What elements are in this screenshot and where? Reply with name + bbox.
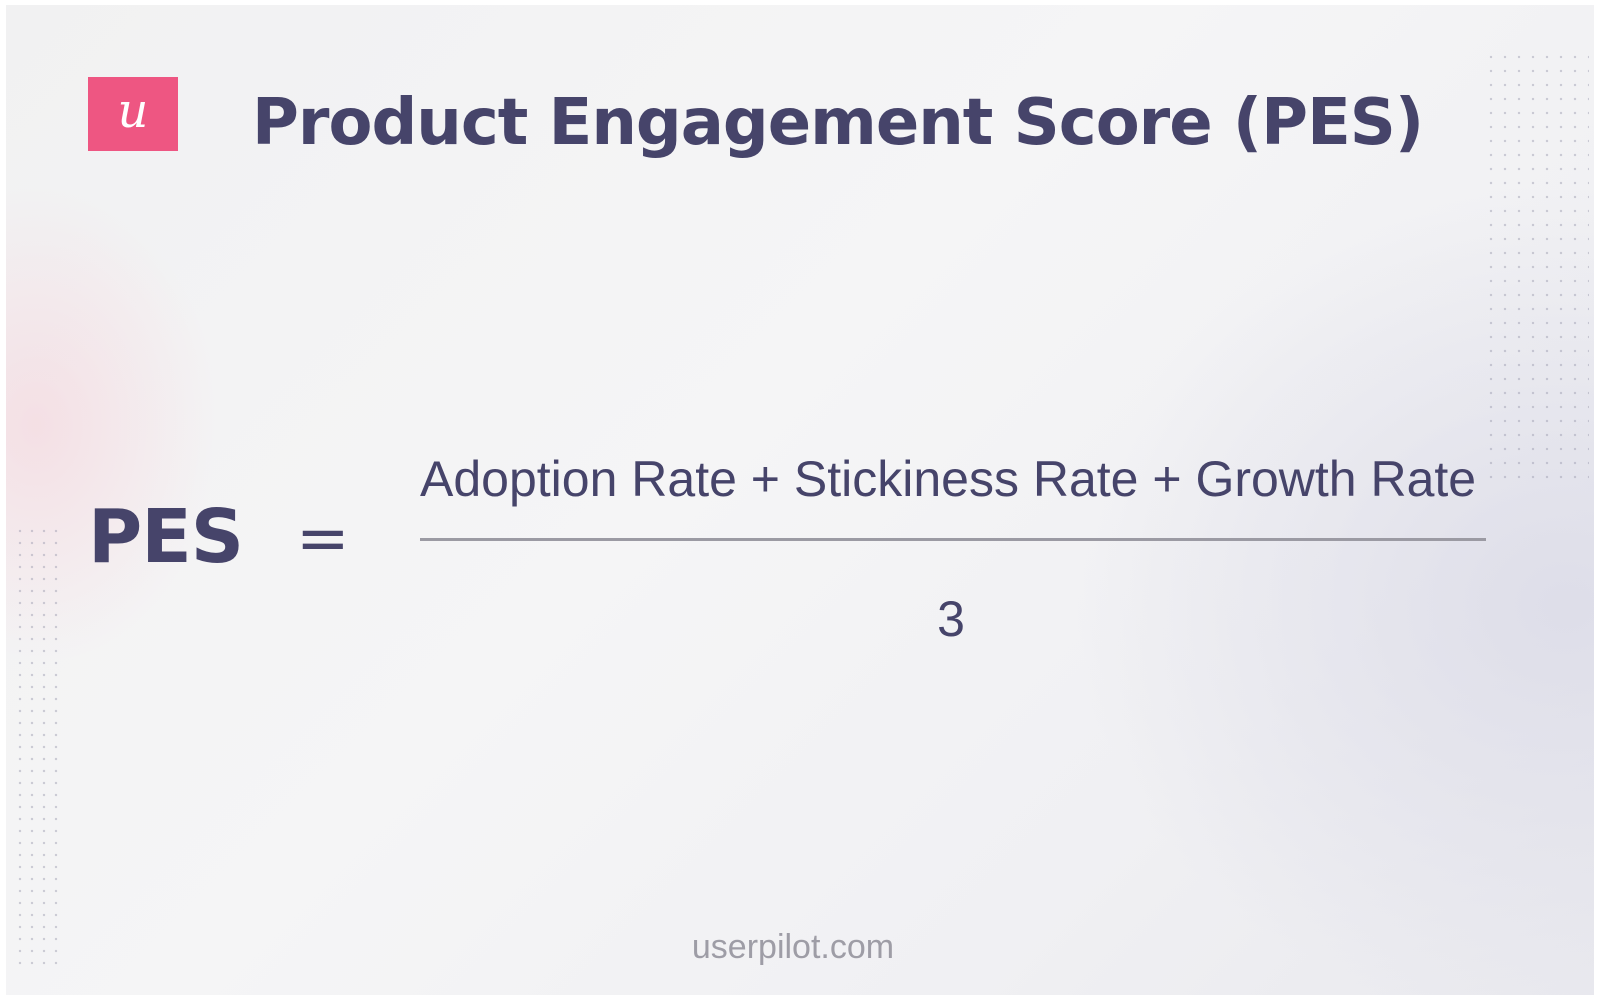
formula-denominator: 3 [937, 591, 965, 647]
page-title: Product Engagement Score (PES) [252, 86, 1424, 160]
fraction-bar [420, 538, 1486, 541]
formula-card: u Product Engagement Score (PES) PES = A… [6, 5, 1594, 995]
formula-lhs: PES [88, 494, 244, 580]
equals-sign: = [296, 502, 350, 576]
formula-numerator: Adoption Rate + Stickiness Rate + Growth… [420, 451, 1477, 507]
decorative-dot-grid-left [14, 525, 64, 965]
decorative-dot-grid-right [1484, 50, 1589, 480]
footer-url: userpilot.com [691, 928, 895, 966]
logo-letter: u [117, 83, 149, 139]
userpilot-logo-icon: u [88, 77, 178, 151]
